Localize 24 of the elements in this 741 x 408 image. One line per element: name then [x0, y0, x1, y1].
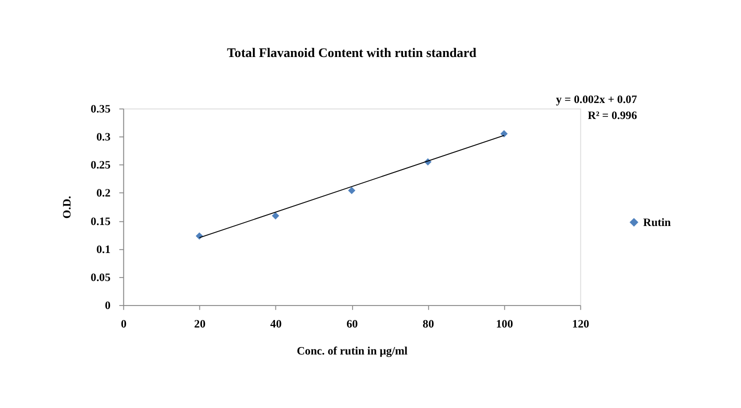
x-tick-label: 100: [496, 318, 514, 330]
x-tick-label: 120: [572, 318, 590, 330]
x-axis-title: Conc. of rutin in µg/ml: [296, 345, 408, 358]
text: y = 0.002x + 0.07: [556, 94, 638, 106]
point: [348, 186, 356, 194]
point: [196, 232, 204, 240]
text: R² = 0.996: [588, 110, 638, 122]
chart-title: Total Flavanoid Content with rutin standard: [226, 44, 478, 60]
x-tick-label: 0: [120, 318, 127, 330]
y-tick-label: 0.15: [90, 216, 111, 228]
point: [272, 212, 280, 220]
y-tick-label: 0.3: [96, 132, 111, 144]
y-tick-label: 0: [104, 300, 111, 312]
y-tick-label: 0.25: [90, 160, 111, 172]
y-tick-label: 0.05: [90, 272, 111, 284]
x-tick-label: 80: [422, 318, 434, 330]
x-tick-label: 60: [346, 318, 358, 330]
y-tick-label: 0.2: [96, 188, 111, 200]
y-axis-title: O.D.: [62, 196, 74, 219]
y-tick-label: 0.1: [96, 244, 111, 256]
y-tick-label: 0.35: [90, 103, 111, 116]
legend-label: Rutin: [643, 216, 672, 229]
x-tick-label: 20: [194, 318, 206, 330]
x-tick-label: 40: [270, 318, 282, 330]
